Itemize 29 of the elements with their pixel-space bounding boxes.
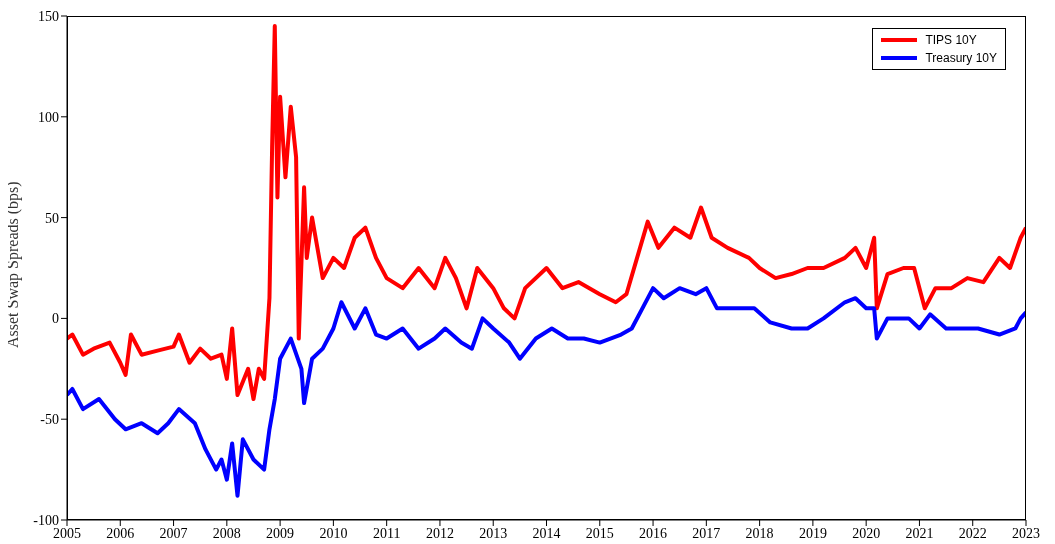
x-tick-label: 2022 [958, 525, 987, 541]
x-tick-label: 2006 [106, 525, 135, 541]
x-tick-label: 2016 [639, 525, 668, 541]
x-tick-label: 2018 [745, 525, 774, 541]
x-tick-label: 2012 [425, 525, 454, 541]
y-tick-label: -50 [40, 412, 59, 428]
y-tick-label: 50 [45, 210, 59, 226]
y-tick-label: 150 [38, 8, 59, 24]
x-tick-label: 2020 [852, 525, 881, 541]
y-tick-label: 0 [52, 311, 59, 327]
x-tick-label: 2011 [372, 525, 401, 541]
x-tick-label: 2021 [905, 525, 934, 541]
x-tick-label: 2014 [532, 525, 561, 541]
y-tick-label: 100 [38, 109, 59, 125]
x-tick-label: 2005 [53, 525, 81, 541]
legend-label: Treasury 10Y [925, 50, 997, 67]
x-tick-label: 2013 [479, 525, 508, 541]
legend-label: TIPS 10Y [925, 32, 977, 49]
x-tick-label: 2007 [159, 525, 188, 541]
x-tick-label: 2017 [692, 525, 721, 541]
x-tick-label: 2015 [585, 525, 614, 541]
x-tick-label: 2008 [212, 525, 241, 541]
x-tick-label: 2019 [798, 525, 827, 541]
line-series [67, 286, 1026, 498]
x-tick-label: 2009 [266, 525, 295, 541]
line-series [67, 24, 1026, 402]
x-tick-label: 2010 [319, 525, 348, 541]
x-tick-label: 2023 [1012, 525, 1040, 541]
y-tick-label: -100 [33, 512, 59, 528]
